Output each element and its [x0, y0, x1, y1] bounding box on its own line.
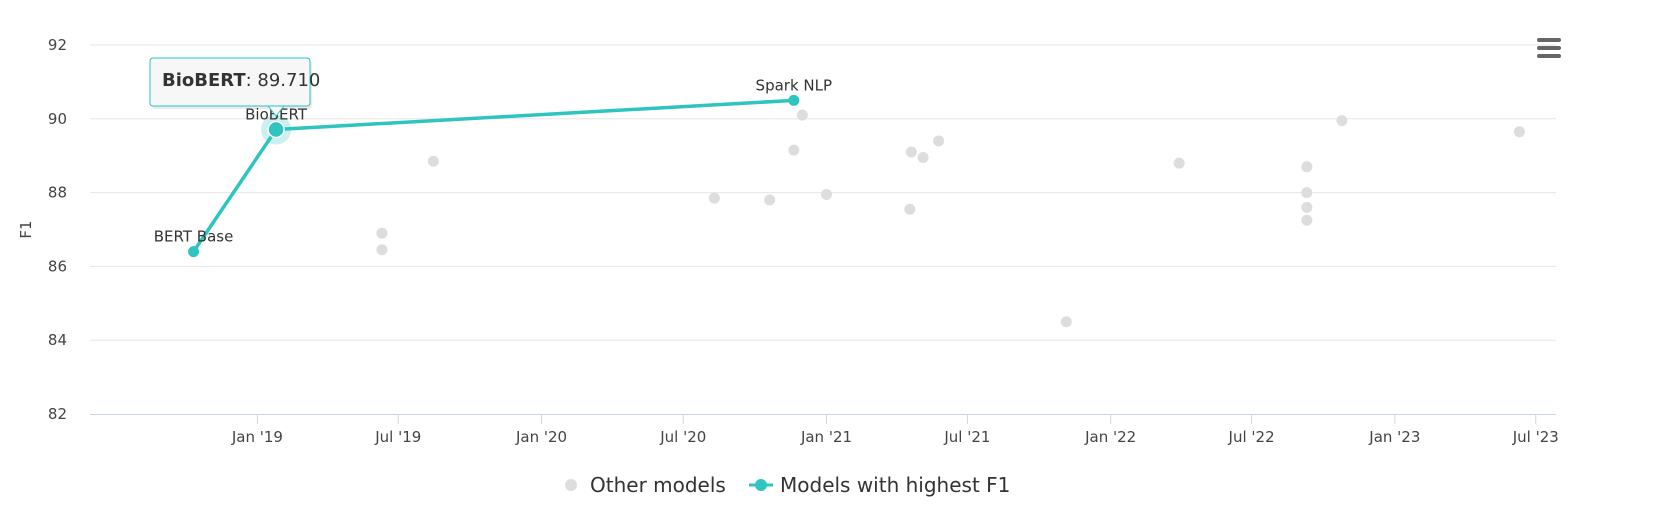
- legend-label-other-models: Other models: [590, 473, 726, 497]
- other-model-point[interactable]: [1301, 201, 1313, 213]
- other-model-point[interactable]: [1060, 316, 1072, 328]
- other-model-point[interactable]: [1301, 161, 1313, 173]
- point-label: BERT Base: [154, 228, 234, 246]
- x-axis: Jan '19 Jul '19 Jan '20 Jul '20 Jan '21 Jul '…: [90, 414, 1559, 446]
- x-tick-label: Jan '21: [800, 428, 852, 446]
- y-tick-label: 84: [48, 331, 67, 349]
- hamburger-menu-icon[interactable]: [1532, 34, 1566, 64]
- legend-symbol-highest-f1: [755, 479, 767, 491]
- y-tick-label: 82: [48, 405, 67, 423]
- other-model-point[interactable]: [904, 203, 916, 215]
- point-label: Spark NLP: [756, 76, 832, 94]
- tooltip-pointer: [267, 105, 285, 117]
- legend-symbol-other-models: [565, 479, 577, 491]
- other-model-point[interactable]: [1513, 126, 1525, 138]
- x-tick-label: Jan '19: [231, 428, 283, 446]
- x-tick-label: Jul '20: [659, 428, 706, 446]
- tooltip: BioBERT: 89.710: [149, 57, 320, 117]
- legend-item-highest-f1[interactable]: Models with highest F1: [749, 473, 1010, 497]
- x-tick-label: Jan '22: [1084, 428, 1136, 446]
- other-model-point[interactable]: [796, 109, 808, 121]
- y-axis-title: F1: [17, 220, 35, 238]
- other-model-point[interactable]: [1301, 214, 1313, 226]
- other-model-point[interactable]: [708, 192, 720, 204]
- best-model-point[interactable]: [188, 246, 200, 258]
- other-model-point[interactable]: [376, 227, 388, 239]
- y-tick-label: 88: [48, 184, 67, 202]
- best-model-point[interactable]: [788, 94, 800, 106]
- y-axis: 82 84 86 88 90 92: [48, 36, 67, 423]
- other-model-point[interactable]: [376, 244, 388, 256]
- legend-label-highest-f1: Models with highest F1: [780, 473, 1010, 497]
- tooltip-box: [149, 57, 311, 107]
- tooltip-model-name: BioBERT: [162, 70, 246, 91]
- other-model-point[interactable]: [788, 144, 800, 156]
- other-model-point[interactable]: [427, 155, 439, 167]
- x-tick-label: Jul '19: [374, 428, 421, 446]
- x-tick-label: Jul '22: [1228, 428, 1275, 446]
- other-model-point[interactable]: [933, 135, 945, 147]
- y-tick-label: 92: [48, 36, 67, 54]
- x-tick-label: Jul '21: [943, 428, 990, 446]
- y-tick-label: 86: [48, 257, 67, 275]
- other-model-point[interactable]: [1336, 115, 1348, 127]
- series-models-with-highest-f1[interactable]: [188, 94, 800, 258]
- other-model-point[interactable]: [917, 152, 929, 164]
- best-model-point[interactable]: [267, 120, 285, 139]
- legend[interactable]: Other models Models with highest F1: [565, 473, 1010, 497]
- x-tick-label: Jul '23: [1512, 428, 1559, 446]
- other-model-point[interactable]: [1301, 187, 1313, 199]
- other-model-point[interactable]: [821, 188, 833, 200]
- tooltip-separator: :: [246, 70, 258, 91]
- tooltip-text: BioBERT: 89.710: [162, 70, 320, 91]
- y-tick-label: 90: [48, 110, 67, 128]
- legend-item-other-models[interactable]: Other models: [565, 473, 726, 497]
- x-tick-label: Jan '23: [1368, 428, 1420, 446]
- x-tick-label: Jan '20: [515, 428, 567, 446]
- other-model-point[interactable]: [764, 194, 776, 206]
- other-model-point[interactable]: [905, 146, 917, 158]
- tooltip-value: 89.710: [257, 70, 320, 91]
- other-model-point[interactable]: [1173, 157, 1185, 169]
- series-other-models[interactable]: [376, 109, 1525, 328]
